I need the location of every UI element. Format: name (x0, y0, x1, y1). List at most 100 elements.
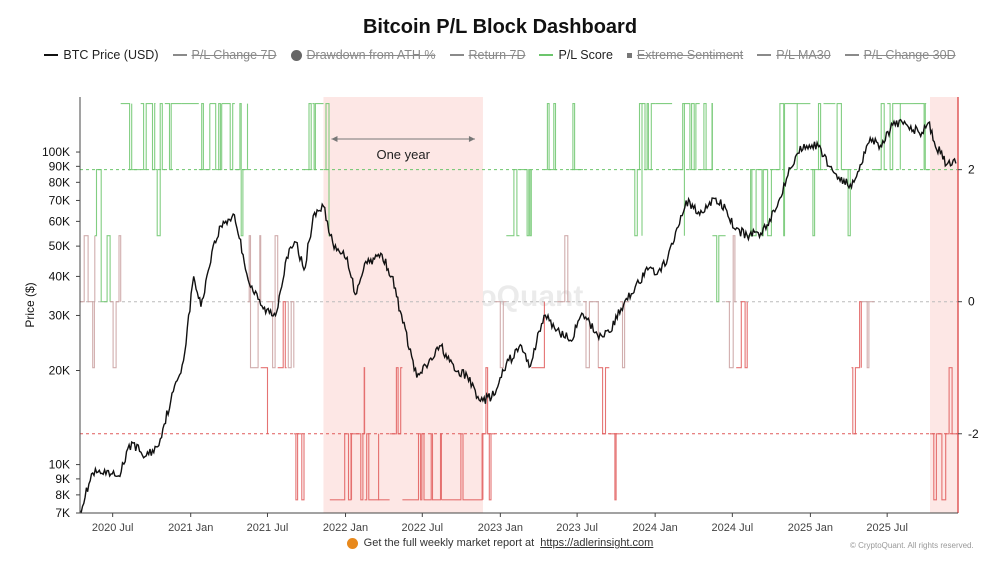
pl-score-segment (198, 103, 211, 171)
y2-tick-label: 0 (968, 295, 975, 309)
pl-score-segment (94, 169, 111, 303)
y-axis-label: Price ($) (23, 282, 37, 327)
pl-score-segment (454, 433, 484, 501)
x-tick-label: 2023 Jan (478, 522, 523, 534)
pl-score-segment (340, 433, 353, 501)
pl-score-segment (810, 103, 824, 237)
legend-item-drawdown-from-ath[interactable]: Drawdown from ATH % (290, 48, 436, 62)
pl-score-segment (323, 103, 330, 237)
pl-score-segment (531, 301, 545, 369)
pl-score-segment (557, 235, 571, 303)
pl-score-segment (851, 301, 862, 435)
legend-swatch-icon (757, 54, 772, 56)
pl-score-series (80, 103, 959, 501)
y-tick-label: 80K (49, 175, 70, 189)
y-tick-label: 60K (49, 214, 70, 228)
x-tick-label: 2021 Jul (247, 522, 289, 534)
legend-label: Extreme Sentiment (636, 48, 744, 62)
report-icon (346, 537, 358, 549)
x-tick-label: 2022 Jul (401, 522, 443, 534)
pl-score-segment (642, 103, 656, 171)
pl-score-segment (758, 169, 772, 237)
footer: Get the full weekly market report at htt… (0, 537, 1000, 549)
pl-score-segment (874, 103, 888, 171)
legend-item-return-7d[interactable]: Return 7D (449, 48, 525, 62)
pl-score-segment (609, 433, 620, 501)
pl-score-segment (164, 103, 182, 171)
btc-price-series (79, 118, 957, 514)
legend-item-p-l-score[interactable]: P/L Score (539, 48, 613, 62)
y-tick-label: 100K (42, 145, 70, 159)
legend: BTC Price (USD) P/L Change 7D Drawdown fro… (0, 48, 1000, 62)
pl-score-segment (80, 235, 96, 369)
pl-score-segment (495, 301, 507, 369)
x-tick-label: 2025 Jul (866, 522, 908, 534)
pl-score-segment (629, 103, 643, 237)
y-tick-label: 50K (49, 239, 70, 253)
x-tick-label: 2024 Jul (712, 522, 754, 534)
copyright: © CryptoQuant. All rights reserved. (850, 541, 974, 550)
pl-score-segment (364, 433, 380, 501)
legend-item-extreme-sentiment[interactable]: Extreme Sentiment (626, 48, 744, 62)
pl-score-segment (247, 235, 262, 369)
pl-score-segment (570, 103, 583, 171)
pl-score-segment (835, 103, 852, 237)
pl-score-segment (351, 367, 366, 501)
pl-score-segment (140, 103, 156, 171)
btc-price-line (79, 118, 957, 514)
annotations: One year (331, 136, 475, 162)
pl-score-segment (234, 103, 249, 237)
pl-score-segment (312, 103, 324, 171)
legend-label: P/L Score (558, 48, 613, 62)
x-tick-label: 2024 Jan (633, 522, 678, 534)
pl-score-segment (155, 103, 165, 237)
pl-score-segment (736, 301, 748, 369)
y-tick-label: 40K (49, 269, 70, 283)
pl-score-segment (519, 169, 532, 237)
one-year-label: One year (376, 147, 430, 162)
pl-score-segment (684, 103, 700, 171)
legend-swatch-icon (290, 49, 302, 61)
y-tick-label: 90K (49, 159, 70, 173)
chart-title: Bitcoin P/L Block Dashboard (362, 16, 638, 38)
legend-item-p-l-change-30d[interactable]: P/L Change 30D (844, 48, 956, 62)
legend-label: Drawdown from ATH % (306, 48, 436, 62)
pl-score-segment (506, 169, 520, 237)
x-tick-label: 2020 Jul (92, 522, 134, 534)
pl-score-segment (267, 235, 279, 369)
legend-label: P/L Change 30D (863, 48, 956, 62)
pl-score-segment (415, 433, 442, 501)
legend-swatch-icon (539, 54, 554, 56)
pl-score-segment (583, 301, 599, 369)
legend-item-btc-price-usd[interactable]: BTC Price (USD) (44, 48, 159, 62)
pl-score-segment (771, 103, 786, 237)
footer-link[interactable]: https://adlerinsight.com (540, 537, 654, 549)
y2-tick-label: 2 (968, 163, 975, 177)
shaded-regions (323, 97, 958, 513)
pl-score-segment (699, 103, 713, 171)
arrow-head-right-icon (468, 136, 475, 142)
y-tick-label: 10K (49, 458, 70, 472)
legend-item-p-l-change-7d[interactable]: P/L Change 7D (172, 48, 277, 62)
pl-score-segment (286, 301, 295, 369)
legend-swatch-icon (844, 54, 859, 56)
pl-score-segment (861, 301, 875, 369)
y-tick-label: 9K (55, 472, 70, 486)
y-tick-label: 20K (49, 363, 70, 377)
pl-score-segment (930, 367, 959, 501)
legend-item-p-l-ma30[interactable]: P/L MA30 (757, 48, 831, 62)
pl-score-segment (110, 235, 122, 369)
pl-score-segment (260, 367, 269, 434)
arrow-head-left-icon (331, 136, 338, 142)
shaded-region (930, 97, 958, 513)
y-tick-label: 70K (49, 193, 70, 207)
legend-swatch-icon (626, 52, 632, 58)
pl-score-segment (747, 169, 759, 237)
y-tick-label: 30K (49, 308, 70, 322)
legend-swatch-icon (44, 54, 59, 56)
legend-label: BTC Price (USD) (63, 48, 159, 62)
pl-score-segment (120, 103, 133, 171)
pl-score-segment (482, 367, 496, 501)
